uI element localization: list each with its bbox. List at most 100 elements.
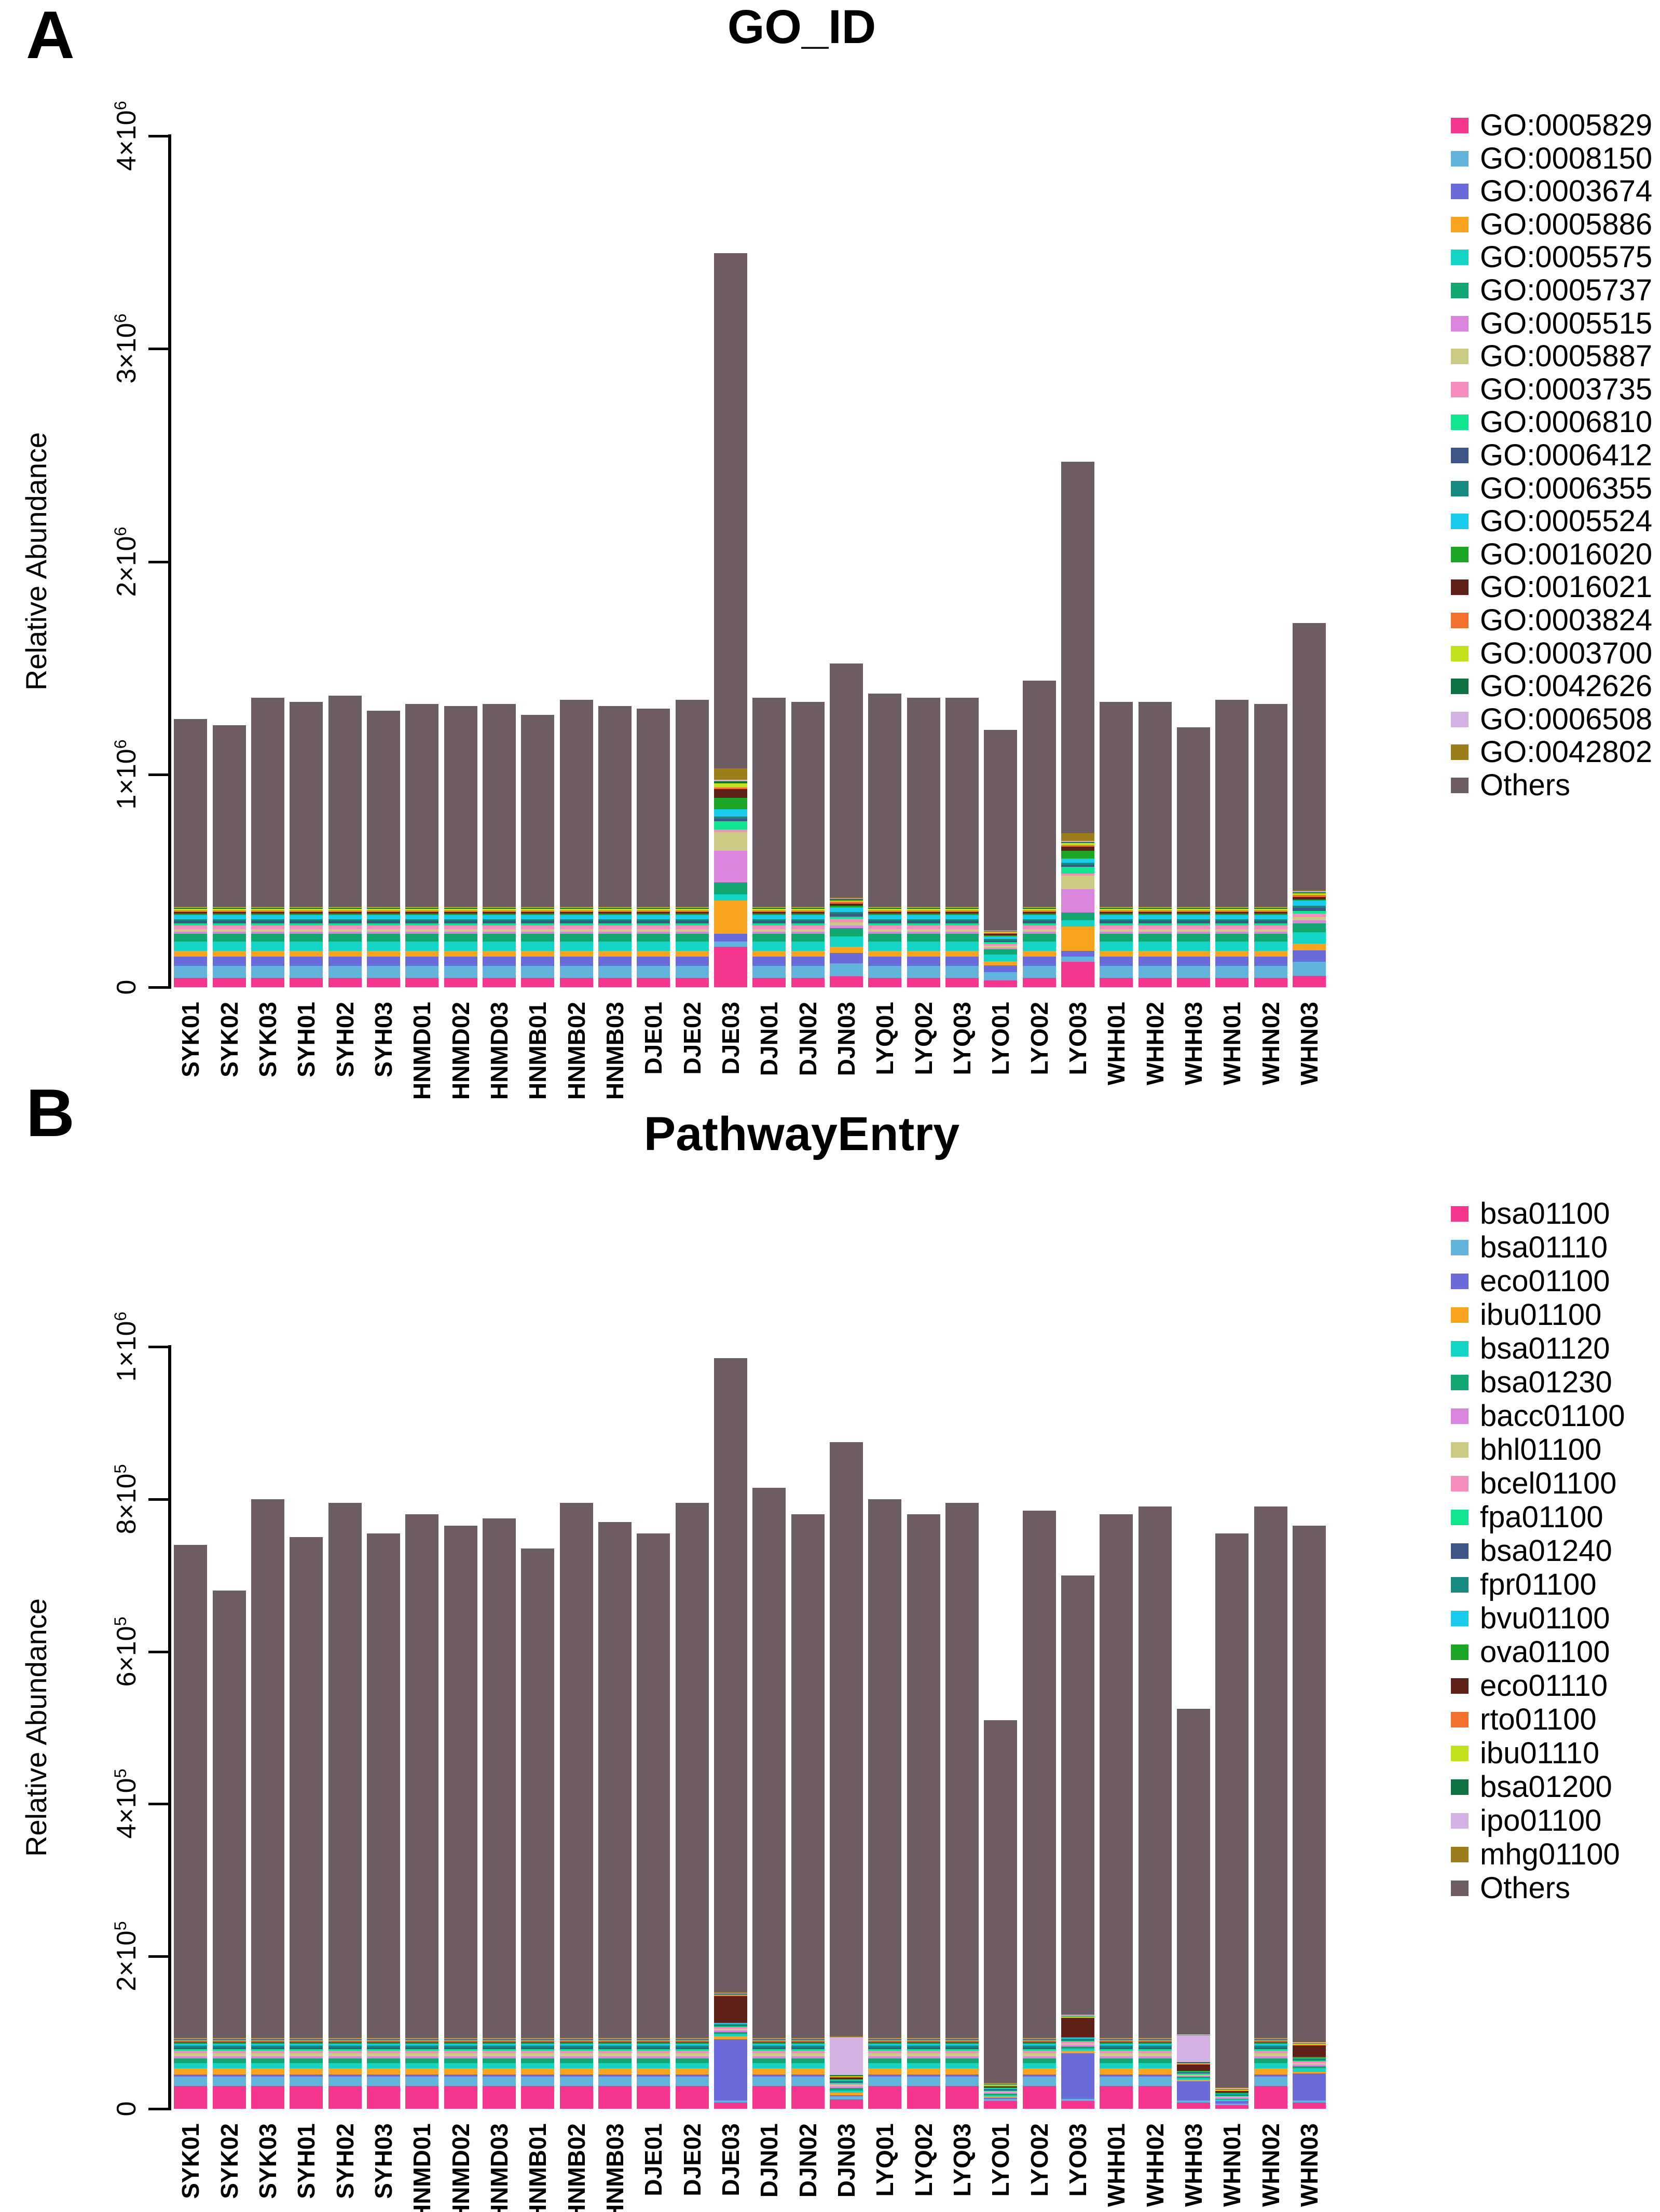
- bar-segment: [251, 908, 284, 909]
- bar-segment: [290, 2068, 323, 2075]
- bar-segment: [559, 2049, 593, 2051]
- bar-segment: [559, 2077, 593, 2086]
- bar-segment: [1254, 914, 1287, 915]
- bar-segment: [714, 829, 747, 832]
- legend-swatch: [1451, 315, 1469, 331]
- bar-segment: [1292, 950, 1326, 962]
- bar-segment: [598, 1522, 632, 2038]
- bar-segment: [791, 2074, 825, 2077]
- bar-segment: [174, 923, 208, 926]
- bar-segment: [521, 714, 555, 907]
- bar-segment: [444, 2077, 477, 2086]
- bar-segment: [907, 919, 940, 921]
- bar-segment: [1254, 977, 1287, 987]
- bar-segment: [984, 932, 1018, 933]
- bar-segment: [444, 1526, 477, 2038]
- bar-segment: [714, 1992, 747, 1993]
- bar-segment: [752, 925, 786, 929]
- bar-segment: [598, 2063, 632, 2069]
- bar-segment: [405, 2063, 439, 2069]
- bar-segment: [290, 2048, 323, 2050]
- bar-segment: [984, 2096, 1018, 2098]
- bar-segment: [1254, 907, 1287, 908]
- bar-segment: [1061, 845, 1094, 847]
- bar-segment: [405, 2044, 439, 2046]
- bar-segment: [482, 965, 516, 978]
- bar-segment: [752, 921, 786, 924]
- bar-segment: [559, 2056, 593, 2059]
- bar-segment: [714, 809, 747, 817]
- bar-segment: [752, 965, 786, 978]
- bar-segment: [521, 923, 555, 926]
- legend-label: GO:0005887: [1480, 339, 1653, 374]
- bar-segment: [559, 951, 593, 957]
- bar-segment: [174, 934, 208, 942]
- bar-segment: [328, 1503, 362, 2038]
- bar-segment: [212, 2074, 246, 2077]
- bar-segment: [521, 919, 555, 921]
- bar-segment: [405, 956, 439, 966]
- bar-segment: [366, 919, 400, 921]
- bar-segment: [945, 965, 979, 978]
- bar-segment: [907, 2042, 940, 2044]
- bar-segment: [1061, 2037, 1094, 2038]
- bar-segment: [212, 921, 246, 924]
- bar-segment: [907, 2049, 940, 2051]
- legend-swatch: [1451, 546, 1469, 562]
- bar-segment: [791, 977, 825, 987]
- bar-segment: [1100, 956, 1133, 966]
- bar-segment: [1061, 2043, 1094, 2045]
- bar-segment: [829, 2099, 863, 2109]
- bar-segment: [1022, 1510, 1056, 2038]
- bar-segment: [907, 965, 940, 978]
- bar-segment: [290, 2058, 323, 2063]
- bar-segment: [1061, 956, 1094, 962]
- bar-segment: [366, 2074, 400, 2077]
- legend-swatch: [1451, 1847, 1469, 1862]
- bar-segment: [945, 2068, 979, 2075]
- bar-segment: [791, 956, 825, 966]
- bar-segment: [251, 2063, 284, 2069]
- bar-segment: [945, 2039, 979, 2040]
- bar-segment: [791, 931, 825, 934]
- bar-segment: [328, 2042, 362, 2044]
- bar-segment: [521, 2074, 555, 2077]
- bar-segment: [290, 2085, 323, 2109]
- bar-segment: [791, 2056, 825, 2059]
- legend-swatch: [1451, 645, 1469, 661]
- bar-segment: [829, 898, 863, 900]
- legend-label: bcel01100: [1480, 1467, 1617, 1500]
- bar-segment: [829, 928, 863, 936]
- bar-segment: [251, 2077, 284, 2086]
- bar-segment: [1215, 2089, 1249, 2090]
- bar-segment: [675, 2053, 709, 2056]
- bar-segment: [482, 977, 516, 987]
- bar-segment: [251, 2039, 284, 2040]
- bar-segment: [637, 2085, 670, 2109]
- bar-segment: [675, 914, 709, 915]
- bar-segment: [1022, 2063, 1056, 2069]
- bar-segment: [1138, 2085, 1172, 2109]
- bar-segment: [366, 2056, 400, 2059]
- bar-segment: [945, 1503, 979, 2038]
- legend-swatch: [1451, 1678, 1469, 1694]
- bar-segment: [1061, 2044, 1094, 2047]
- bar-segment: [1254, 929, 1287, 932]
- bar-segment: [366, 907, 400, 908]
- bar-segment: [791, 912, 825, 914]
- bar-segment: [637, 956, 670, 966]
- bar-segment: [559, 2085, 593, 2109]
- bar-segment: [945, 2048, 979, 2050]
- bar-segment: [868, 931, 902, 934]
- bar-segment: [984, 2101, 1018, 2109]
- bar-segment: [637, 2045, 670, 2048]
- bar-segment: [366, 2058, 400, 2063]
- bar-segment: [1254, 951, 1287, 957]
- bar-segment: [1100, 929, 1133, 932]
- bar-segment: [752, 2044, 786, 2046]
- bar-segment: [1061, 851, 1094, 859]
- bar-segment: [328, 914, 362, 915]
- legend-swatch: [1451, 1408, 1469, 1424]
- bar-segment: [714, 1996, 747, 2023]
- bar-segment: [559, 923, 593, 926]
